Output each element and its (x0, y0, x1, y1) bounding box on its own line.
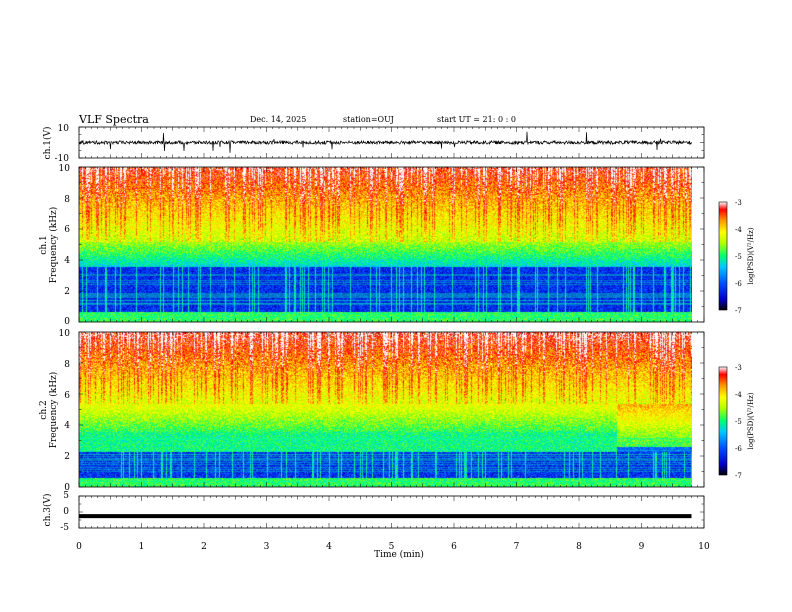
time-axis-tick-4: 4 (326, 542, 332, 552)
ch2-spectrogram-ylabel-frequency: Frequency (kHz) (48, 372, 59, 449)
ch1-cbtick-neg4: -4 (735, 226, 742, 234)
ch1-ytick-10: 10 (59, 164, 71, 174)
ch1-cbtick-neg7: -7 (735, 307, 742, 315)
ch1-spectrogram-ylabel-frequency: Frequency (kHz) (48, 207, 59, 284)
ch3-ytick-neg5: -5 (60, 523, 69, 533)
ch2-cbtick-neg6: -6 (735, 445, 742, 453)
ch1-ytick-2: 2 (64, 287, 70, 297)
ch1-waveform-ylabel: ch.1(V) (42, 127, 53, 160)
ch1-spectrogram-image (79, 167, 692, 322)
ch2-ytick-10: 10 (59, 329, 71, 339)
ch2-cbtick-neg4: -4 (735, 391, 742, 399)
ch1-spectrogram-panel: 0 2 4 6 8 10 ch.1 Frequency (kHz) -3 -4 … (39, 164, 755, 327)
ch1-spectrogram-ylabel-channel: ch.1 (39, 235, 49, 254)
time-axis-tick-1: 1 (139, 542, 145, 552)
ch2-ytick-6: 6 (64, 391, 70, 401)
ch2-cbtick-neg5: -5 (735, 418, 742, 426)
ch1-spectrogram-ytick-labels: 0 2 4 6 8 10 (59, 164, 71, 327)
ch1-ytick-4: 4 (64, 256, 70, 266)
ch1-ytick-neg10: -10 (55, 154, 70, 164)
ch2-spectrogram-panel: 0 2 4 6 8 10 ch.2 Frequency (kHz) -3 -4 … (39, 329, 755, 493)
time-axis-tick-labels: 0 1 2 3 4 5 6 7 8 9 10 (76, 542, 710, 552)
time-axis-tick-0: 0 (76, 542, 82, 552)
ch1-cbtick-neg5: -5 (735, 253, 742, 261)
ch1-cbtick-neg3: -3 (735, 199, 742, 207)
time-axis-label: Time (min) (374, 549, 424, 560)
time-axis-tick-5: 5 (389, 542, 395, 552)
date-label: Dec. 14, 2025 (250, 115, 306, 124)
ch2-cbtick-neg7: -7 (735, 472, 742, 480)
time-axis-tick-6: 6 (451, 542, 457, 552)
ch2-spectrogram-image (79, 332, 692, 487)
ch3-waveform-ylabel: ch.3(V) (42, 494, 53, 527)
ch1-spectrogram-axes (78, 166, 705, 323)
ch1-waveform-axes (78, 126, 705, 159)
ch2-spectrogram-plot (79, 332, 692, 487)
ch1-ytick-0: 0 (64, 317, 70, 327)
ch2-ytick-0: 0 (64, 483, 70, 493)
time-axis-tick-8: 8 (576, 542, 582, 552)
ch1-colorbar (718, 201, 728, 311)
ch1-ytick-10: 10 (58, 124, 70, 134)
ch1-waveform-plot (78, 131, 692, 153)
figure-title: VLF Spectra (78, 113, 149, 126)
ch1-colorbar-label: log(PSD)(V²/Hz) (747, 227, 755, 284)
ch1-waveform-panel: 10 -10 ch.1(V) (42, 124, 705, 164)
ch2-ytick-4: 4 (64, 421, 70, 431)
ch2-spectrogram-ylabel-channel: ch.2 (39, 400, 49, 419)
ch2-colorbar (718, 366, 728, 476)
ch2-spectrogram-ytick-labels: 0 2 4 6 8 10 (59, 329, 71, 493)
ch1-cbtick-neg6: -6 (735, 280, 742, 288)
ch2-colorbar-label: log(PSD)(V²/Hz) (747, 392, 755, 449)
ch1-waveform-trace (78, 131, 692, 153)
station-label: station=OUJ (343, 115, 394, 124)
ch2-spectrogram-axes (78, 331, 705, 488)
ch3-waveform-axes (78, 495, 705, 529)
ch1-spectrogram-plot (79, 167, 692, 322)
ch1-ytick-8: 8 (64, 195, 70, 205)
time-axis-tick-2: 2 (201, 542, 207, 552)
ch1-ytick-6: 6 (64, 225, 70, 235)
ch3-ytick-5: 5 (63, 491, 69, 501)
time-axis-tick-9: 9 (639, 542, 645, 552)
time-axis-tick-7: 7 (514, 542, 520, 552)
ch2-cbtick-neg3: -3 (735, 364, 742, 372)
start-time-label: start UT = 21: 0 : 0 (437, 115, 516, 124)
time-axis-tick-3: 3 (264, 542, 270, 552)
ch3-ytick-0: 0 (63, 507, 69, 517)
ch2-ytick-2: 2 (64, 452, 70, 462)
ch2-ytick-8: 8 (64, 360, 70, 370)
time-axis-tick-10: 10 (698, 542, 710, 552)
ch3-waveform-panel: 5 0 -5 ch.3(V) 0 1 2 3 4 5 6 7 8 9 10 Time (min) (42, 491, 710, 560)
